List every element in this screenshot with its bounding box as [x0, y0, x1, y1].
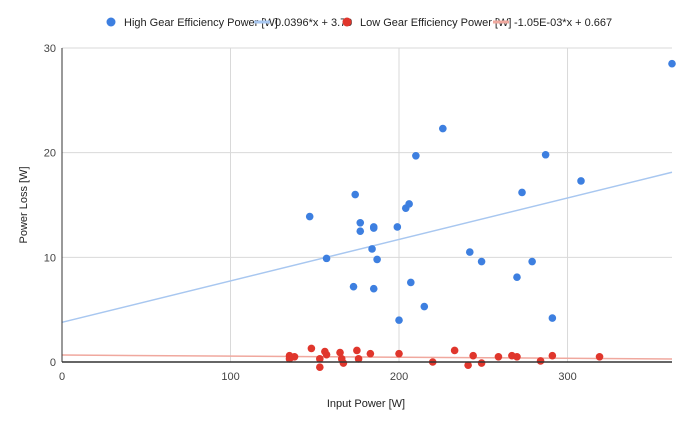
data-point: [668, 59, 676, 68]
data-point: [548, 351, 557, 360]
data-point: [420, 302, 429, 311]
trendline: [61, 171, 673, 324]
data-point: [373, 255, 381, 264]
data-point: [307, 344, 316, 353]
data-point: [439, 124, 447, 133]
legend-label: Low Gear Efficiency Power [W]: [360, 17, 511, 29]
data-point: [541, 150, 550, 159]
data-point: [407, 278, 415, 287]
x-tick-label: 0: [59, 371, 65, 383]
data-point: [339, 359, 348, 367]
axes: 0 100 200 300 0 10 20 30: [44, 43, 672, 383]
data-point: [349, 282, 358, 291]
data-point: [322, 254, 331, 263]
data-point: [351, 190, 360, 199]
y-tick-label: 20: [44, 148, 56, 160]
legend-label: 0.0396*x + 3.79: [275, 17, 352, 29]
y-tick-label: 30: [44, 43, 56, 55]
legend-item[interactable]: -1.05E-03*x + 0.667: [493, 17, 612, 29]
data-point: [464, 361, 472, 369]
data-point: [465, 248, 474, 256]
data-point: [369, 284, 378, 293]
data-point: [322, 350, 331, 359]
legend-item[interactable]: Low Gear Efficiency Power [W]: [342, 17, 512, 29]
data-point: [305, 212, 314, 221]
data-point: [369, 224, 378, 232]
data-point: [354, 355, 363, 363]
data-point: [405, 200, 413, 208]
legend-label: High Gear Efficiency Power [W]: [124, 17, 278, 29]
data-point: [316, 355, 324, 363]
legend[interactable]: High Gear Efficiency Power [W]0.0396*x +…: [106, 17, 613, 29]
x-tick-label: 300: [558, 371, 576, 383]
data-point: [494, 352, 503, 361]
data-point: [477, 257, 486, 266]
x-tick-label: 100: [221, 371, 239, 383]
data-point: [316, 363, 324, 372]
trendlines: [61, 171, 673, 360]
data-point: [528, 257, 536, 266]
data-point: [518, 188, 526, 197]
data-point: [548, 314, 557, 322]
data-point: [395, 316, 403, 324]
legend-item[interactable]: High Gear Efficiency Power [W]: [106, 17, 278, 29]
data-point: [595, 352, 604, 361]
data-point: [356, 218, 365, 227]
trendline: [61, 354, 673, 360]
y-tick-label: 0: [50, 357, 56, 369]
data-point: [513, 352, 521, 361]
data-point: [450, 346, 459, 355]
data-point: [477, 359, 486, 367]
legend-marker: [342, 17, 352, 27]
data-point: [536, 357, 545, 365]
x-axis-title: Input Power [W]: [327, 398, 405, 410]
data-point: [368, 245, 376, 253]
grid: [62, 47, 672, 362]
y-axis-title: Power Loss [W]: [18, 166, 30, 243]
y-tick-label: 10: [44, 252, 56, 264]
data-point: [290, 352, 299, 361]
x-tick-label: 200: [390, 371, 408, 383]
data-point: [353, 346, 361, 355]
legend-label: -1.05E-03*x + 0.667: [514, 17, 612, 29]
data-point: [336, 348, 344, 357]
data-point: [513, 273, 521, 282]
data-point: [577, 177, 585, 185]
legend-marker: [106, 17, 116, 27]
data-point: [366, 349, 375, 358]
data-point: [356, 227, 365, 235]
data-point: [469, 351, 477, 360]
data-point: [393, 223, 402, 231]
data-points: [285, 59, 676, 372]
legend-item[interactable]: 0.0396*x + 3.79: [254, 17, 352, 29]
data-point: [395, 349, 403, 358]
data-point: [412, 152, 420, 160]
